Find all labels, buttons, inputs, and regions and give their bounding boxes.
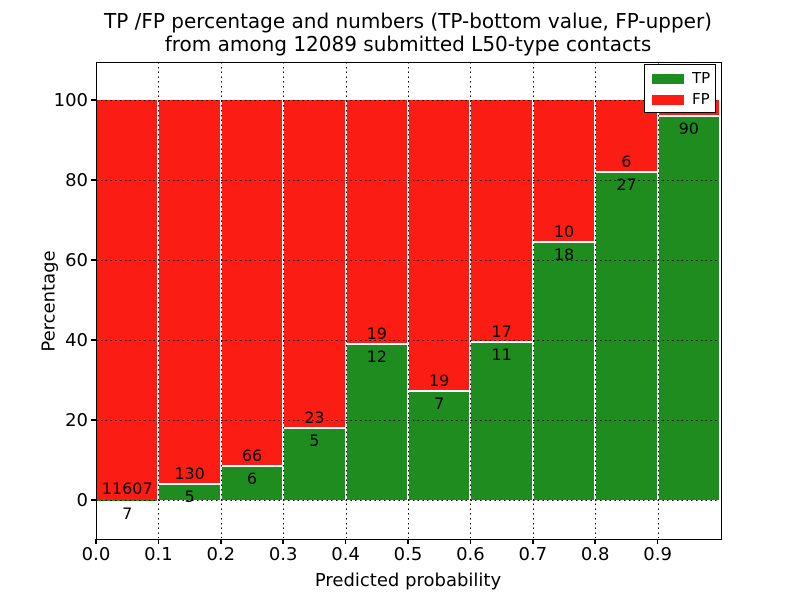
- gridline-vertical: [408, 62, 409, 538]
- x-tick-label: 0.2: [206, 544, 236, 565]
- bar-value-tp: 11: [491, 344, 512, 364]
- gridline-horizontal: [96, 100, 720, 101]
- legend-label-tp: TP: [692, 69, 711, 87]
- y-tick-label: 60: [65, 250, 88, 271]
- y-tick-mark: [91, 259, 96, 261]
- bar-value-fp: 23: [304, 407, 325, 427]
- bar-segment-fp: [532, 100, 596, 243]
- x-tick-label: 0.7: [518, 544, 548, 565]
- bar-value-tp: 6: [246, 468, 258, 488]
- x-tick-label: 0.3: [268, 544, 298, 565]
- gridline-vertical: [220, 62, 222, 538]
- legend-entry-fp: FP: [652, 90, 710, 108]
- y-tick-label: 80: [65, 170, 88, 191]
- bar-segment-fp: [408, 100, 471, 393]
- x-tick-label: 0.6: [456, 544, 485, 565]
- y-tick-label: 20: [65, 410, 88, 431]
- y-tick-mark: [91, 339, 96, 341]
- y-tick-label: 0: [76, 490, 88, 511]
- x-tick-mark: [220, 539, 222, 544]
- chart-title-line1: TP /FP percentage and numbers (TP-bottom…: [104, 9, 712, 33]
- bar-value-tp: 18: [553, 244, 575, 264]
- bar-segment-tp: [532, 242, 596, 500]
- bar-value-fp: 66: [241, 445, 263, 465]
- bar-segment-tp: [595, 172, 658, 500]
- bar-segment-tp: [220, 466, 284, 500]
- x-tick-label: 0.8: [580, 544, 610, 565]
- gridline-horizontal: [96, 420, 720, 421]
- fp-color-swatch: [652, 94, 684, 105]
- y-tick-label: 100: [53, 90, 88, 111]
- legend-entry-tp: TP: [652, 69, 711, 87]
- bar-value-fp: 19: [429, 371, 450, 391]
- gridline-vertical: [158, 62, 160, 538]
- y-tick-label: 40: [65, 330, 88, 351]
- bar-segment-fp: [283, 100, 346, 429]
- bar-segment-fp: [96, 100, 159, 500]
- x-axis-label: Predicted probability: [314, 570, 502, 591]
- x-tick-mark: [407, 539, 409, 544]
- tp-color-swatch: [652, 73, 684, 84]
- x-tick-label: 0.9: [643, 544, 672, 565]
- bar-segment-tp: [470, 342, 533, 500]
- gridline-vertical: [345, 62, 347, 538]
- y-tick-mark: [91, 419, 96, 421]
- bar-value-tp: 5: [309, 430, 320, 450]
- gridline-horizontal: [96, 500, 720, 501]
- gridline-horizontal: [96, 340, 720, 341]
- gridline-vertical: [283, 62, 285, 538]
- gridline-horizontal: [96, 180, 720, 181]
- gridline-horizontal: [96, 260, 720, 261]
- legend: TP FP: [644, 64, 716, 113]
- bar-segment-fp: [345, 100, 408, 346]
- bar-segment-tp: [345, 345, 408, 500]
- bar-value-fp: 19: [366, 324, 387, 344]
- bar-value-fp: 17: [491, 321, 512, 341]
- bar-segment-tp: [408, 392, 471, 500]
- x-tick-mark: [594, 539, 596, 544]
- x-tick-label: 0.1: [144, 544, 173, 565]
- x-tick-label: 0.4: [331, 544, 360, 565]
- bar-segment-tp: [283, 428, 346, 500]
- bar-value-fp: 10: [553, 221, 575, 241]
- bar-value-tp: 7: [122, 504, 133, 523]
- chart-title-line2: from among 12089 submitted L50-type cont…: [164, 32, 652, 56]
- x-tick-label: 0.5: [393, 544, 423, 565]
- y-tick-mark: [91, 179, 96, 181]
- x-tick-mark: [344, 539, 347, 544]
- bar-value-fp: 11607: [101, 478, 153, 498]
- x-tick-mark: [95, 539, 97, 544]
- bar-value-fp: 6: [621, 151, 632, 171]
- x-tick-mark: [282, 539, 284, 544]
- bar-value-tp: 27: [616, 174, 637, 194]
- bar-value-tp: 7: [434, 394, 445, 414]
- bar-segment-fp: [470, 100, 533, 343]
- bar-value-tp: 5: [184, 487, 195, 507]
- bar-segment-fp: [158, 100, 221, 486]
- x-tick-mark: [656, 539, 659, 544]
- x-tick-mark: [532, 539, 534, 544]
- x-tick-label: 0.0: [81, 544, 111, 565]
- y-tick-mark: [91, 499, 96, 501]
- bar-value-tp: 90: [678, 119, 699, 139]
- x-tick-mark: [469, 539, 472, 544]
- legend-label-fp: FP: [692, 90, 710, 108]
- bar-segment-tp: [657, 117, 720, 500]
- gridline-vertical: [532, 62, 534, 538]
- bar-value-tp: 12: [366, 347, 387, 367]
- y-tick-mark: [91, 99, 96, 101]
- gridline-vertical: [595, 62, 597, 538]
- bar-value-fp: 130: [174, 464, 205, 484]
- gridline-vertical: [470, 62, 472, 538]
- gridline-vertical: [657, 62, 659, 538]
- x-tick-mark: [157, 539, 160, 544]
